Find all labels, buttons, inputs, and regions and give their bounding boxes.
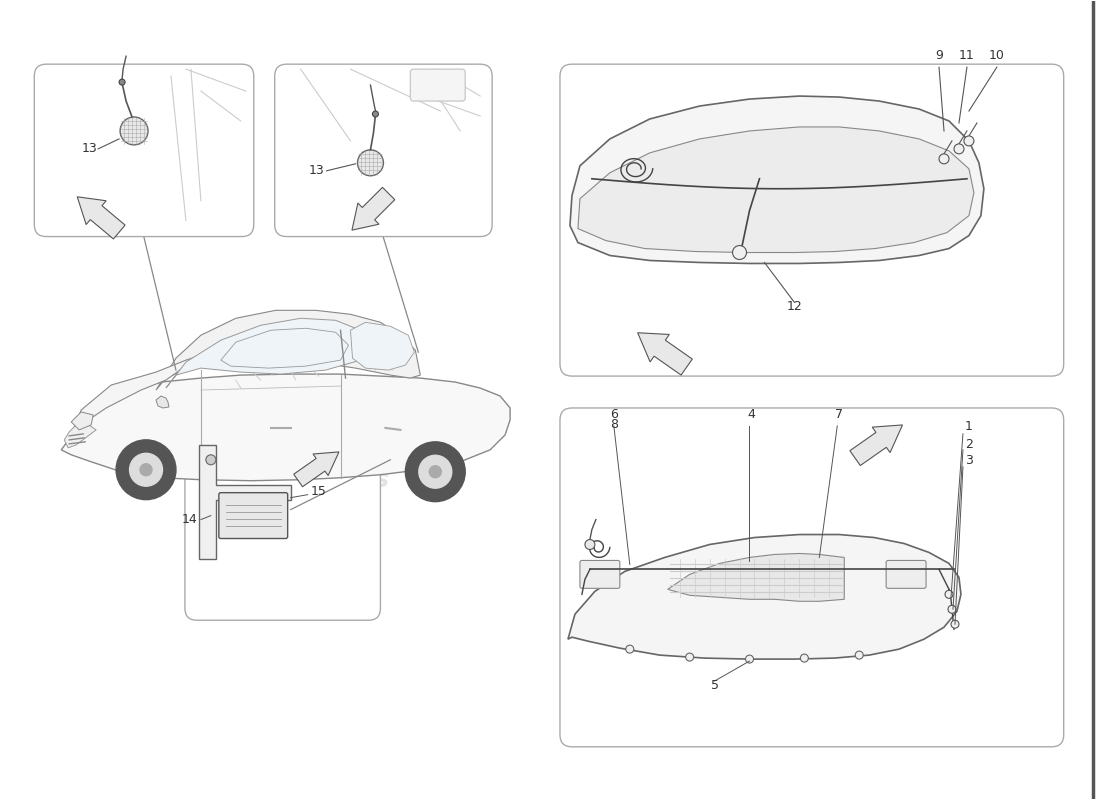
Text: 4: 4 [748,408,756,421]
Polygon shape [352,187,395,230]
Text: eurospares: eurospares [329,177,442,194]
Polygon shape [199,445,290,559]
Text: 10: 10 [989,49,1004,62]
Text: 3: 3 [965,454,972,466]
FancyBboxPatch shape [185,428,381,620]
Polygon shape [64,420,96,448]
Polygon shape [72,355,201,435]
Text: eurospares: eurospares [231,468,389,492]
Text: 14: 14 [183,513,198,526]
Circle shape [801,654,808,662]
Circle shape [945,590,953,598]
Circle shape [358,150,384,176]
Text: 6: 6 [609,408,618,421]
Circle shape [626,645,634,653]
Circle shape [939,154,949,164]
Polygon shape [850,425,902,466]
Text: eurospares: eurospares [733,558,890,582]
Polygon shape [62,374,510,481]
Text: 9: 9 [935,49,943,62]
FancyBboxPatch shape [887,561,926,588]
Polygon shape [351,322,415,370]
Circle shape [419,455,452,488]
Text: 1: 1 [965,420,972,433]
Circle shape [948,606,956,614]
Text: 5: 5 [711,679,718,692]
Text: 11: 11 [959,49,975,62]
Polygon shape [578,127,974,253]
Text: 12: 12 [786,300,802,314]
FancyBboxPatch shape [410,69,465,101]
Circle shape [130,454,163,486]
Polygon shape [294,452,339,486]
Circle shape [406,442,465,502]
Circle shape [373,111,378,117]
Text: eurospares: eurospares [87,147,201,165]
Circle shape [964,136,974,146]
FancyBboxPatch shape [34,64,254,237]
Text: 13: 13 [309,164,324,178]
Circle shape [429,466,441,478]
Text: 15: 15 [310,485,327,498]
Text: 7: 7 [835,408,844,421]
Polygon shape [72,412,94,430]
Text: eurospares: eurospares [741,201,882,221]
FancyBboxPatch shape [560,64,1064,376]
Polygon shape [570,96,983,263]
Polygon shape [668,554,845,602]
Circle shape [120,117,148,145]
Text: 8: 8 [609,418,618,431]
FancyBboxPatch shape [219,493,288,538]
FancyBboxPatch shape [275,64,492,237]
Circle shape [954,144,964,154]
Circle shape [733,246,747,259]
Circle shape [952,620,959,628]
Polygon shape [221,328,349,368]
Polygon shape [156,310,420,390]
Circle shape [119,79,125,85]
Text: 2: 2 [965,438,972,451]
Circle shape [585,539,595,550]
Circle shape [855,651,864,659]
FancyBboxPatch shape [560,408,1064,746]
Text: 13: 13 [81,142,97,155]
Circle shape [206,455,216,465]
Circle shape [685,653,694,661]
Circle shape [140,464,152,476]
Circle shape [117,440,176,500]
Polygon shape [166,318,371,388]
Polygon shape [156,396,169,408]
Polygon shape [77,197,125,239]
Polygon shape [568,534,961,659]
FancyBboxPatch shape [580,561,619,588]
Circle shape [746,655,754,663]
Polygon shape [638,333,692,375]
